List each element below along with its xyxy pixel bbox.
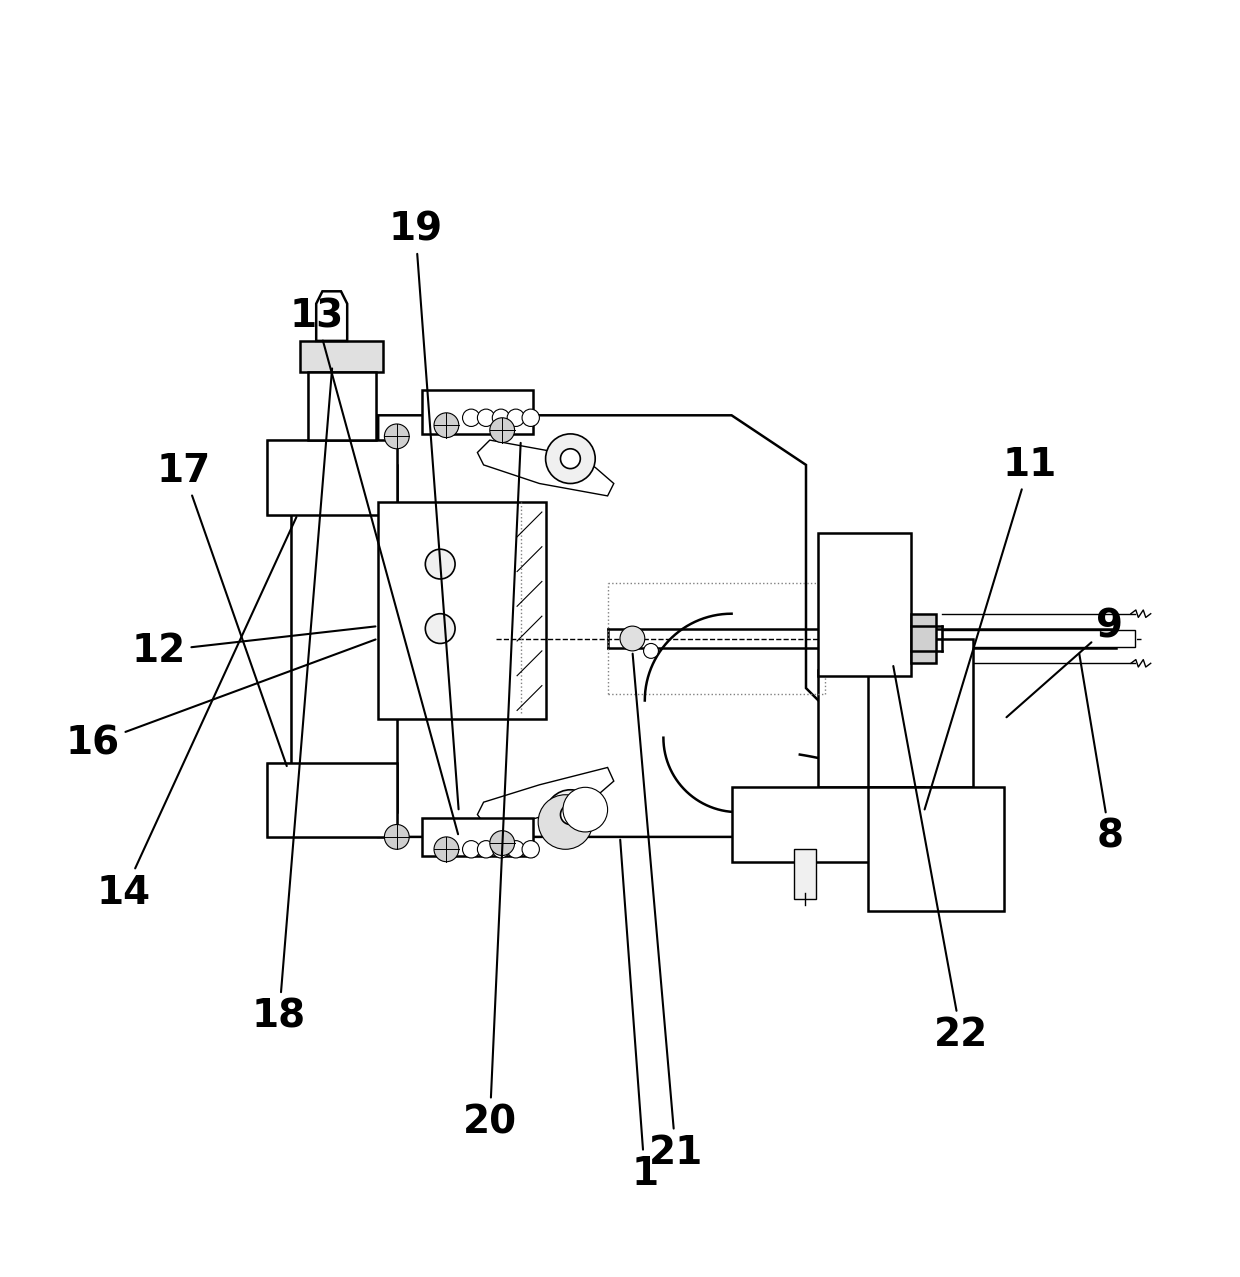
Bar [267,762,397,836]
Circle shape [507,409,525,427]
Bar [911,614,936,663]
Text: 11: 11 [925,446,1056,810]
Bar [422,819,533,856]
Bar [818,669,911,788]
Bar [868,638,973,788]
Bar [732,788,924,862]
Circle shape [507,840,525,858]
Circle shape [490,418,515,443]
Bar [868,788,1004,912]
Bar [942,630,1135,647]
Text: 8: 8 [1079,654,1123,856]
Text: 17: 17 [156,452,286,766]
Text: 18: 18 [252,369,332,1036]
Circle shape [425,549,455,578]
Circle shape [463,409,480,427]
Bar [291,465,397,812]
Bar [291,465,397,812]
Circle shape [522,840,539,858]
Circle shape [477,409,495,427]
Bar [308,372,376,441]
Text: 20: 20 [463,443,521,1142]
Circle shape [560,448,580,469]
Circle shape [522,409,539,427]
Text: 16: 16 [66,640,376,762]
Bar [267,441,397,515]
Bar [868,788,1004,912]
Circle shape [384,424,409,448]
Circle shape [490,831,515,856]
Circle shape [434,836,459,862]
Text: 19: 19 [388,211,459,810]
Bar [267,441,397,515]
Bar [422,391,533,434]
Circle shape [492,409,510,427]
Circle shape [546,789,595,839]
Circle shape [538,794,593,849]
Bar [300,341,383,372]
Text: 9: 9 [1007,607,1123,718]
Polygon shape [477,767,614,831]
Text: 1: 1 [620,840,658,1193]
Circle shape [384,825,409,849]
Circle shape [492,840,510,858]
Bar [794,849,816,899]
Circle shape [644,644,658,659]
Bar [267,762,397,836]
Polygon shape [316,291,347,341]
Bar [308,372,376,441]
Polygon shape [477,441,614,495]
Text: 21: 21 [632,654,703,1172]
Bar [868,638,973,788]
Circle shape [560,805,580,825]
Bar [732,788,924,862]
Text: 12: 12 [131,627,376,670]
Bar [818,533,911,676]
Circle shape [434,412,459,438]
Bar [422,391,533,434]
Circle shape [477,840,495,858]
Polygon shape [378,415,843,836]
Circle shape [463,840,480,858]
Bar [422,819,533,856]
Circle shape [425,614,455,644]
Circle shape [563,788,608,831]
Circle shape [546,434,595,484]
Bar [378,502,546,719]
Text: 22: 22 [893,667,988,1055]
Circle shape [620,626,645,651]
Bar [818,533,911,676]
Text: 13: 13 [289,298,458,834]
Text: 14: 14 [97,517,296,912]
Bar [818,669,911,788]
